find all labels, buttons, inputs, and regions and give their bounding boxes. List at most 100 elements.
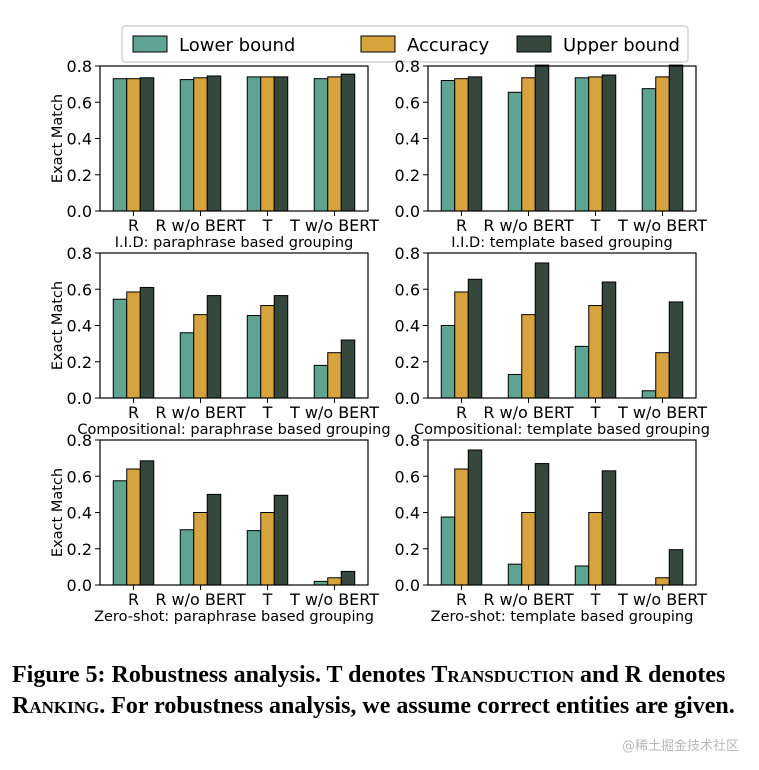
bar-upper-bound-0 [467, 449, 483, 586]
x-tick-label: T w/o BERT [289, 216, 379, 235]
bar-accuracy-2 [588, 305, 603, 399]
legend-swatch-1 [360, 35, 396, 53]
bar-lower-bound-2 [246, 530, 262, 586]
bar-lower-bound-0 [440, 80, 456, 212]
bar-upper-bound-0 [139, 77, 155, 212]
x-tick-label: T [262, 590, 273, 609]
x-tick-label: R [128, 216, 139, 235]
legend-frame [121, 25, 689, 63]
x-tick-label: R [456, 590, 467, 609]
y-tick-label: 0.4 [395, 504, 420, 523]
bar-accuracy-2 [260, 305, 275, 399]
bar-accuracy-2 [588, 76, 603, 212]
bar-accuracy-1 [521, 512, 536, 586]
chart-panels: 0.00.20.40.60.8R R w/o BERT T T w/o BERTI.I… [50, 57, 710, 625]
y-tick-label: 0.2 [395, 353, 420, 372]
bar-lower-bound-3 [641, 390, 657, 399]
y-tick-label: 0.0 [395, 389, 420, 408]
bar-upper-bound-0 [139, 460, 155, 586]
x-tick-label: R [456, 216, 467, 235]
y-tick-label: 0.4 [67, 504, 92, 523]
y-tick-label: 0.0 [395, 202, 420, 221]
chart-panel-2: 0.0 0.2 0.4 0.6 0.8 R R w/o BERT T T w/o BERTCom… [50, 244, 391, 438]
y-tick-label: 0.6 [395, 467, 420, 486]
bar-lower-bound-1 [507, 91, 523, 212]
bar-accuracy-1 [193, 512, 208, 586]
chart-panel-3: 0.0 0.2 0.4 0.6 0.8 R R w/o BERT T T w/o BERTCom… [395, 244, 710, 438]
bar-lower-bound-2 [246, 315, 262, 399]
bar-upper-bound-3 [340, 339, 356, 399]
caption-text-3: . For robustness analysis, we assume cor… [99, 693, 735, 719]
x-tick-label: T [590, 590, 601, 609]
y-tick-label: 0.6 [67, 467, 92, 486]
y-tick-label: 0.0 [67, 389, 92, 408]
bar-upper-bound-3 [668, 301, 684, 399]
bar-accuracy-3 [327, 76, 342, 212]
y-tick-label: 0.0 [395, 576, 420, 595]
bar-accuracy-1 [521, 77, 536, 212]
y-tick-label: 0.2 [67, 353, 92, 372]
bar-upper-bound-3 [340, 570, 356, 586]
x-tick-label: T w/o BERT [617, 216, 707, 235]
x-tick-label: R [128, 403, 139, 422]
y-tick-label: 0.8 [67, 431, 92, 450]
bar-upper-bound-2 [601, 74, 617, 212]
y-tick-label: 0.6 [395, 93, 420, 112]
bar-accuracy-3 [655, 577, 670, 586]
x-tick-label: T w/o BERT [289, 403, 379, 422]
bar-upper-bound-0 [139, 286, 155, 399]
bar-accuracy-2 [260, 76, 275, 212]
caption-text-2: and R denotes [574, 662, 726, 688]
y-tick-label: 0.4 [67, 130, 92, 149]
x-tick-label: T w/o BERT [617, 590, 707, 609]
caption-text-1: Robustness analysis. T denotes [105, 662, 432, 688]
y-tick-label: 0.2 [395, 540, 420, 559]
bar-lower-bound-0 [112, 480, 128, 586]
bar-upper-bound-1 [206, 75, 222, 212]
bar-accuracy-3 [327, 577, 342, 586]
subplot-title: I.I.D: template based grouping [451, 235, 672, 251]
legend-swatch-0 [132, 35, 168, 53]
bar-lower-bound-3 [641, 88, 657, 212]
x-tick-label: T w/o BERT [289, 590, 379, 609]
y-tick-label: 0.4 [395, 130, 420, 149]
legend-swatch-2 [516, 35, 552, 53]
bar-upper-bound-3 [668, 64, 684, 212]
bar-upper-bound-1 [534, 64, 550, 212]
x-tick-label: T [262, 216, 273, 235]
bar-lower-bound-2 [574, 77, 590, 212]
bar-accuracy-0 [454, 78, 469, 212]
bar-lower-bound-0 [112, 298, 128, 399]
caption-label: Figure 5: [12, 662, 106, 688]
chart-panel-0: 0.0 0.2 0.4 0.6 0.8 R R w/o BERT T T w/o BERTI.I… [50, 57, 379, 251]
y-tick-label: 0.4 [395, 317, 420, 336]
chart-panel-1: 0.0 0.2 0.4 0.6 0.8 R R w/o BERT T T w/o BERTI.I… [395, 57, 708, 251]
bar-accuracy-3 [655, 76, 670, 212]
bar-accuracy-1 [193, 314, 208, 399]
x-tick-label: R w/o BERT [155, 403, 246, 422]
chart-panel-4: 0.0 0.2 0.4 0.6 0.8 R R w/o BERT T T w/o BERTZer… [50, 431, 379, 625]
y-tick-label: 0.4 [67, 317, 92, 336]
y-axis-label: Exact Match [50, 94, 66, 183]
bar-accuracy-0 [454, 468, 469, 586]
bar-upper-bound-0 [467, 278, 483, 399]
x-tick-label: R w/o BERT [155, 590, 246, 609]
bar-lower-bound-1 [179, 332, 195, 399]
x-tick-label: R w/o BERT [483, 403, 574, 422]
bar-upper-bound-2 [273, 494, 289, 586]
bar-upper-bound-2 [273, 295, 289, 399]
figure-caption: Figure 5: Robustness analysis. T denotes… [12, 660, 752, 722]
bar-lower-bound-0 [440, 325, 456, 399]
y-tick-label: 0.8 [395, 57, 420, 76]
y-tick-label: 0.6 [67, 93, 92, 112]
bar-upper-bound-2 [601, 470, 617, 586]
bar-lower-bound-2 [574, 565, 590, 586]
caption-ranking: Ranking [12, 693, 100, 719]
bar-upper-bound-1 [206, 295, 222, 399]
bar-lower-bound-2 [246, 76, 262, 212]
figure: Lower bound Accuracy Upper bound 0.0 0.2 0.4… [50, 25, 710, 625]
x-tick-label: T [590, 403, 601, 422]
caption-transduction: Transduction [431, 662, 574, 688]
subplot-title: Zero-shot: template based grouping [431, 609, 694, 625]
legend-label-1: Accuracy [407, 35, 490, 56]
